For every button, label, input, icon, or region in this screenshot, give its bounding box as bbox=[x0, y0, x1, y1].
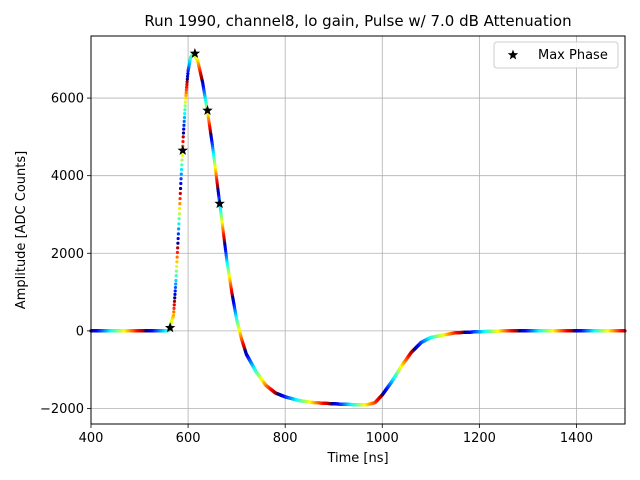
waveform-point bbox=[176, 236, 180, 241]
waveform-point bbox=[173, 292, 177, 297]
waveform-point bbox=[180, 158, 184, 162]
waveform-point bbox=[185, 77, 189, 81]
waveform-point bbox=[184, 91, 188, 95]
waveform-point bbox=[182, 123, 186, 127]
waveform-point bbox=[177, 222, 181, 226]
x-tick-label: 800 bbox=[273, 431, 298, 446]
x-axis-label: Time [ns] bbox=[326, 451, 388, 466]
legend: Max Phase bbox=[493, 41, 619, 69]
waveform-point bbox=[173, 296, 177, 300]
y-tick-label: 6000 bbox=[51, 92, 84, 107]
waveform-point bbox=[171, 313, 176, 317]
waveform-point bbox=[178, 196, 182, 201]
waveform-point bbox=[181, 139, 185, 144]
pulse-waveform bbox=[89, 51, 627, 407]
waveform-point bbox=[172, 303, 176, 307]
y-tick-label: 2000 bbox=[51, 247, 84, 262]
waveform-point bbox=[179, 167, 184, 172]
y-axis-ticks: −2000 0 2000 4000 6000 bbox=[40, 92, 91, 417]
x-tick-label: 1400 bbox=[560, 431, 593, 446]
waveform-point bbox=[181, 131, 186, 135]
max-phase-star bbox=[214, 198, 225, 209]
waveform-point bbox=[181, 135, 185, 139]
y-axis-label: Amplitude [ADC Counts] bbox=[14, 151, 29, 309]
x-tick-label: 1000 bbox=[366, 431, 399, 446]
waveform-point bbox=[183, 112, 187, 116]
waveform-point bbox=[184, 93, 188, 97]
waveform-point bbox=[180, 153, 184, 158]
waveform-point bbox=[174, 274, 178, 278]
x-tick-label: 1200 bbox=[463, 431, 496, 446]
waveform-point bbox=[182, 119, 186, 123]
x-axis-ticks: 400 600 800 1000 1200 1400 bbox=[79, 424, 593, 446]
plot-frame bbox=[90, 35, 626, 425]
waveform-point bbox=[177, 217, 181, 221]
x-tick-label: 600 bbox=[176, 431, 201, 446]
waveform-point bbox=[174, 278, 178, 283]
waveform-point bbox=[172, 306, 176, 310]
chart-title: Run 1990, channel8, lo gain, Pulse w/ 7.… bbox=[144, 12, 571, 30]
waveform-point bbox=[173, 285, 178, 290]
waveform-point bbox=[178, 207, 182, 211]
waveform-point bbox=[179, 172, 183, 176]
waveform-point bbox=[177, 227, 181, 231]
legend-star-marker bbox=[507, 49, 519, 60]
waveform-point bbox=[173, 289, 177, 293]
waveform-point bbox=[177, 212, 181, 216]
waveform-point bbox=[175, 264, 179, 269]
waveform-point bbox=[185, 80, 189, 84]
waveform-point bbox=[176, 232, 180, 236]
y-tick-label: 0 bbox=[76, 324, 84, 339]
waveform-point bbox=[176, 241, 180, 245]
waveform-point bbox=[178, 202, 182, 206]
legend-box bbox=[493, 41, 619, 69]
waveform-point bbox=[180, 163, 184, 167]
waveform-point bbox=[175, 255, 179, 259]
waveform-point bbox=[172, 299, 177, 303]
waveform-point bbox=[175, 250, 180, 255]
waveform-point bbox=[178, 191, 182, 196]
waveform-point bbox=[179, 181, 183, 186]
waveform-point bbox=[172, 310, 176, 314]
max-phase-star bbox=[164, 322, 176, 333]
waveform-point bbox=[183, 100, 188, 104]
waveform-point bbox=[182, 127, 186, 131]
waveform-point bbox=[182, 115, 187, 120]
x-tick-label: 400 bbox=[79, 431, 104, 446]
waveform-point bbox=[185, 82, 189, 87]
max-phase-star bbox=[202, 105, 213, 115]
waveform-point bbox=[186, 72, 190, 76]
waveform-point bbox=[183, 108, 187, 112]
waveform-point bbox=[186, 74, 190, 78]
waveform-point bbox=[174, 282, 178, 286]
waveform-point bbox=[184, 88, 188, 92]
waveform-point bbox=[183, 104, 187, 108]
max-phase-star bbox=[189, 47, 201, 58]
waveform-point bbox=[176, 246, 180, 250]
waveform-point bbox=[178, 186, 183, 191]
legend-label: Max Phase bbox=[538, 48, 608, 63]
grid bbox=[90, 36, 625, 424]
waveform-point bbox=[185, 85, 189, 89]
waveform-point bbox=[174, 269, 179, 273]
waveform-point bbox=[179, 177, 183, 181]
waveform-point bbox=[175, 260, 179, 264]
max-phase-star bbox=[177, 144, 188, 155]
max-phase-series bbox=[164, 47, 225, 333]
y-tick-label: 4000 bbox=[51, 169, 84, 184]
waveform-point bbox=[184, 96, 188, 100]
y-tick-label: −2000 bbox=[40, 402, 84, 417]
